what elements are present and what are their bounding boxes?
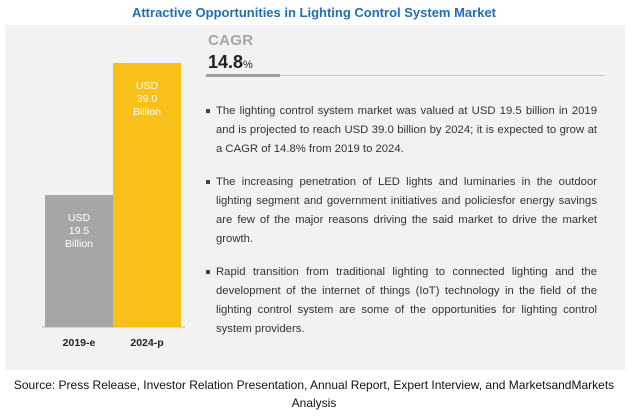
cagr-underline	[206, 74, 280, 77]
bullet-list: The lighting control system market was v…	[205, 102, 597, 353]
cagr-number: 14.8	[208, 52, 244, 72]
data-label-2024-p-1: 39.0	[137, 93, 158, 105]
divider-line	[280, 75, 605, 76]
bullet-opportunities: Rapid transition from traditional lighti…	[205, 263, 597, 339]
chart-title: Attractive Opportunities in Lighting Con…	[131, 5, 497, 20]
data-label-2024-p-2: Billion	[133, 106, 161, 118]
bar-2019-e	[45, 195, 113, 327]
cagr-label: CAGR	[208, 32, 254, 49]
data-label-2024-p-0: USD	[136, 80, 159, 92]
bullet-growth-drivers: The increasing penetration of LED lights…	[205, 173, 597, 249]
bar-2024-p	[113, 63, 181, 327]
data-label-2019-e-2: Billion	[65, 238, 93, 250]
cagr-value: 14.8%	[208, 52, 253, 73]
bullet-market-value: The lighting control system market was v…	[205, 102, 597, 159]
category-label-2024-p: 2024-p	[130, 337, 163, 349]
data-label-2019-e-0: USD	[68, 212, 91, 224]
data-label-2019-e-1: 19.5	[69, 225, 90, 237]
cagr-unit: %	[243, 59, 253, 71]
source-note: Source: Press Release, Investor Relation…	[13, 378, 615, 410]
category-label-2019-e: 2019-e	[63, 337, 96, 349]
